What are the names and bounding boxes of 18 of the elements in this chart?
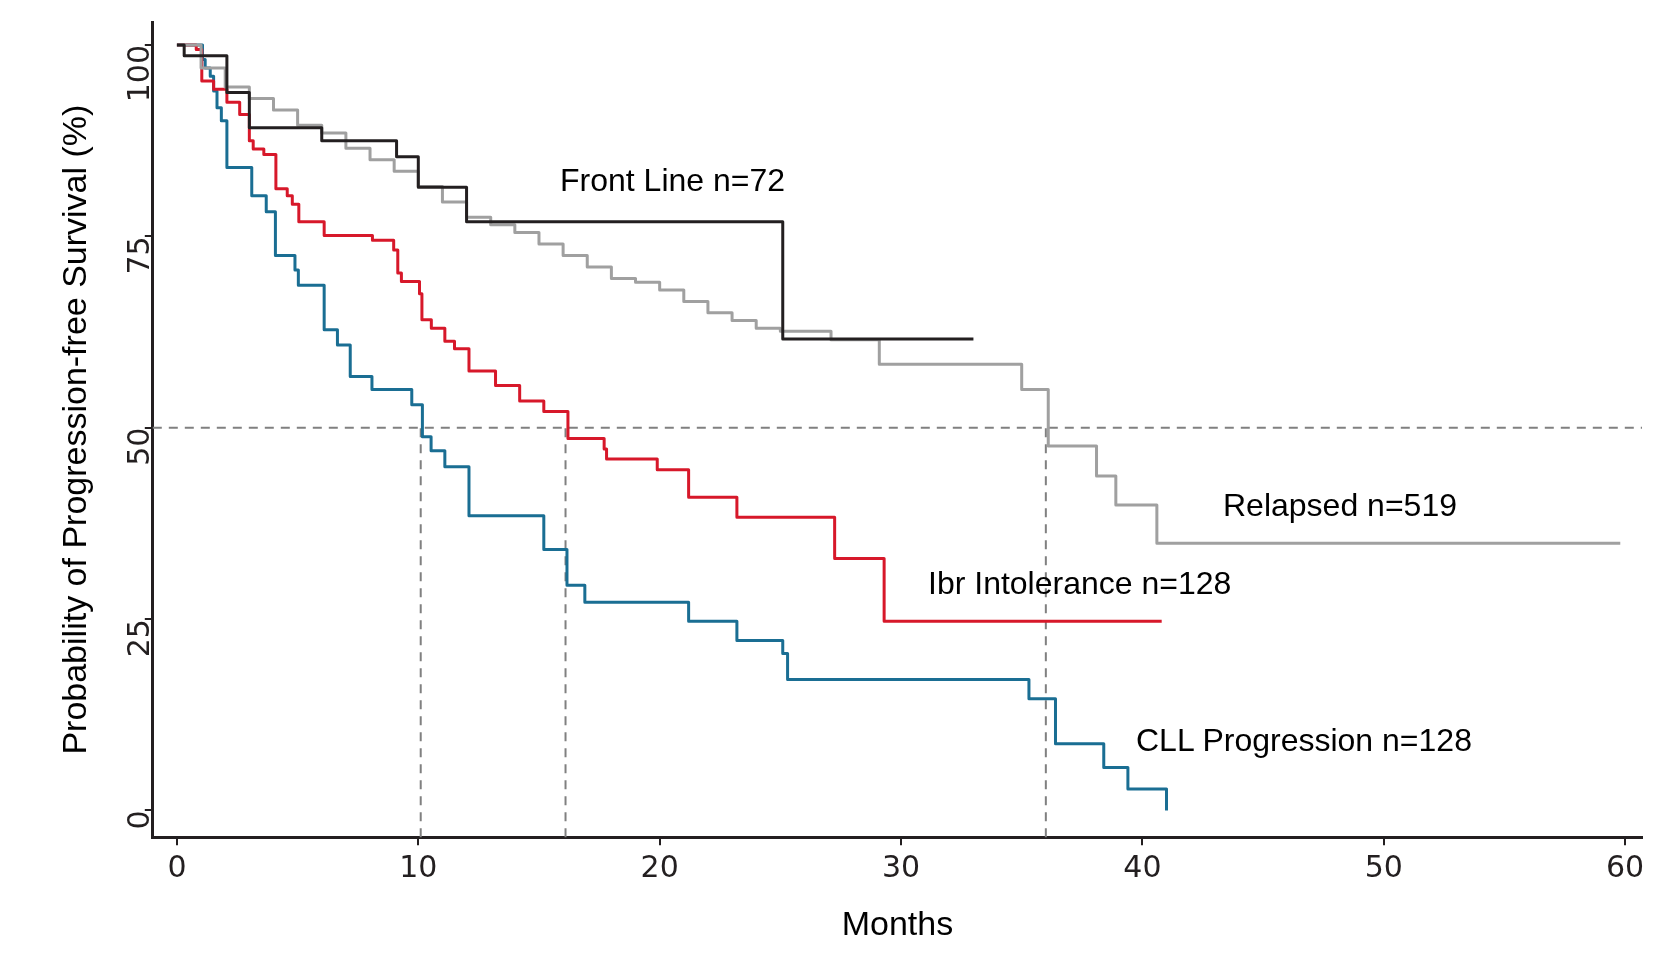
y-tick-label: 75 — [120, 236, 156, 275]
x-tick-label: 0 — [167, 849, 187, 884]
y-tick-label: 0 — [120, 810, 156, 830]
x-tick-label: 20 — [640, 849, 679, 884]
y-tick-label: 50 — [120, 427, 156, 466]
x-tick-label: 60 — [1606, 849, 1645, 884]
x-tick-label: 30 — [881, 849, 921, 884]
series-label: Ibr Intolerance n=128 — [928, 564, 1232, 601]
y-tick-label: 100 — [120, 44, 156, 103]
x-tick-label: 50 — [1364, 849, 1403, 884]
y-tick-label: 25 — [120, 619, 156, 658]
series-label: Relapsed n=519 — [1223, 486, 1457, 523]
x-tick-label: 40 — [1123, 849, 1162, 884]
series-label: Front Line n=72 — [560, 161, 786, 198]
series-label: CLL Progression n=128 — [1136, 721, 1472, 758]
y-axis-title: Probability of Progression-free Survival (%) — [54, 104, 93, 755]
x-axis-title: Months — [841, 903, 954, 942]
x-tick-label: 10 — [399, 849, 438, 884]
